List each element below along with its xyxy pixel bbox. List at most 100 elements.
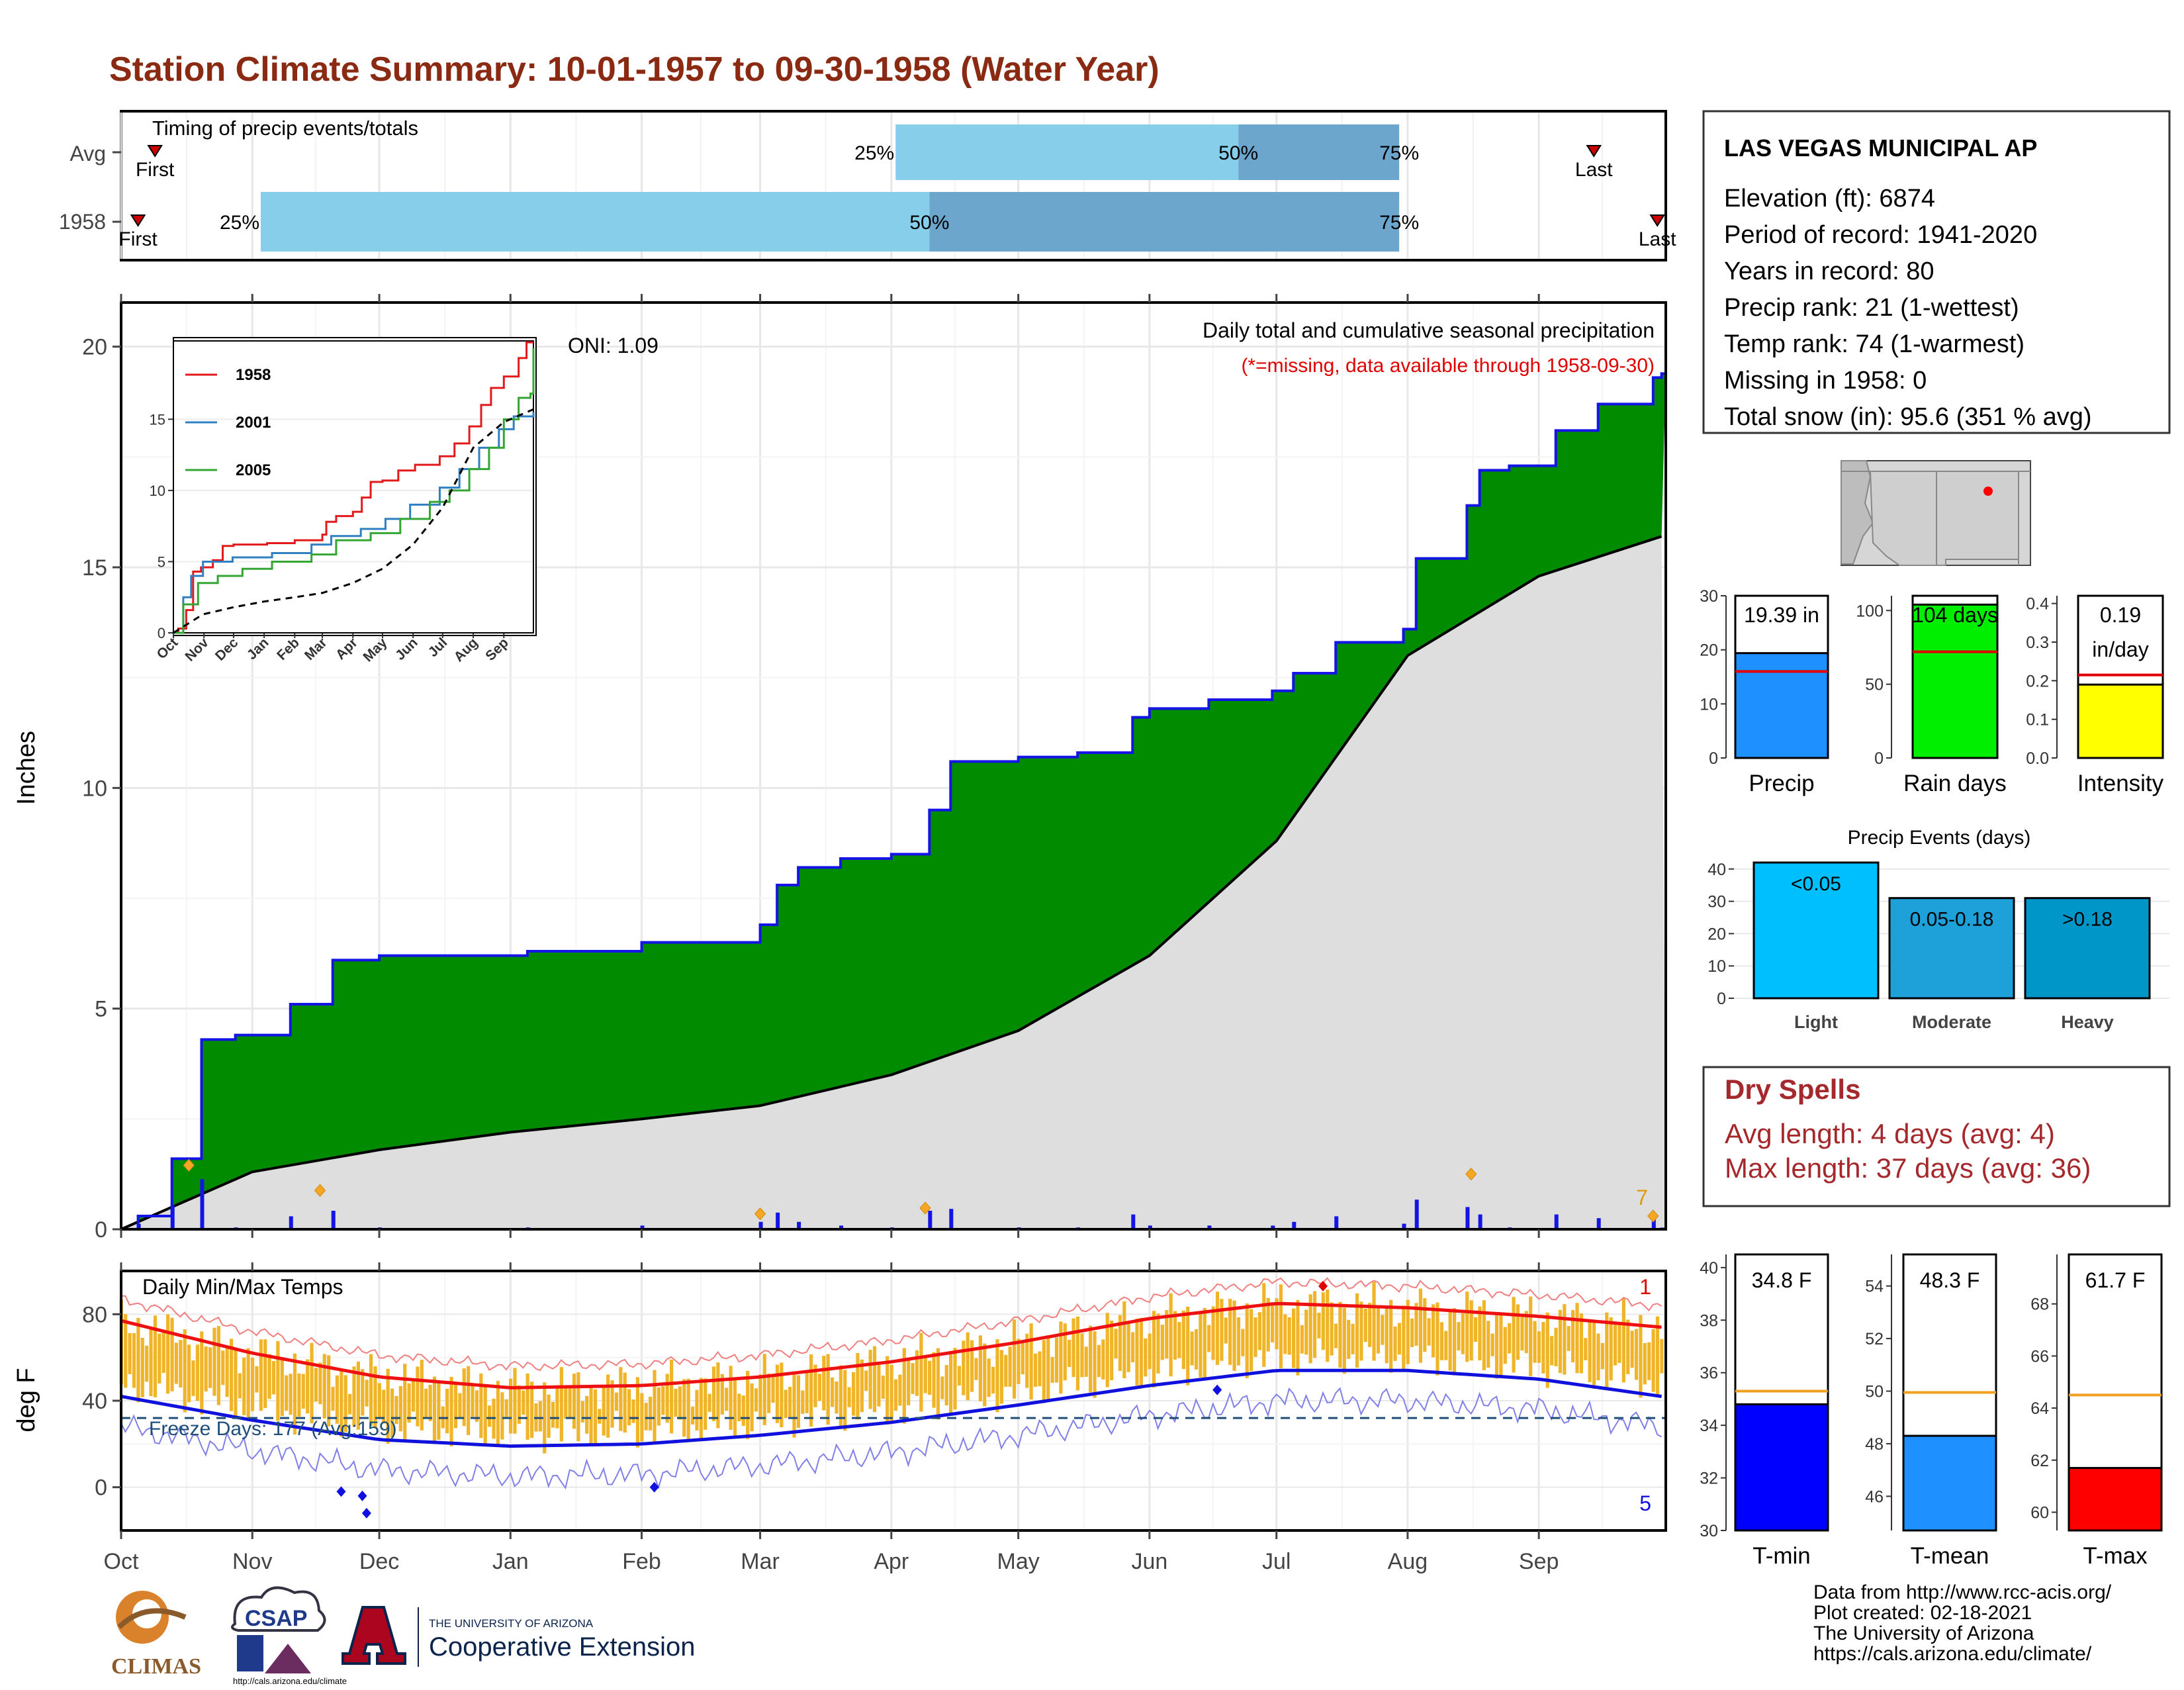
- temp-daily-range-bar: [259, 1339, 263, 1411]
- mini-chart-precip: 0 10 20 30 19.39 in Precip: [1700, 587, 1829, 796]
- temp-daily-range-bar: [1575, 1303, 1579, 1374]
- inset-legend: 1958 2001 2005: [185, 366, 271, 479]
- temp-daily-range-bar: [614, 1392, 619, 1411]
- timing-q50-label: 50%: [1218, 142, 1258, 164]
- temp-daily-range-bar: [872, 1346, 877, 1413]
- mini-y-tick-label: 48: [1865, 1435, 1884, 1454]
- temp-daily-range-bar: [631, 1399, 635, 1423]
- temp-daily-range-bar: [331, 1387, 335, 1411]
- mini-y-tick-label: 0.0: [2026, 749, 2049, 768]
- month-label: Jul: [1262, 1549, 1291, 1574]
- temp-daily-range-bar: [1545, 1312, 1549, 1388]
- temp-daily-range-bar: [386, 1368, 390, 1444]
- location-map: [1841, 460, 2031, 566]
- temp-daily-range-bar: [1639, 1315, 1643, 1398]
- temp-daily-range-bar: [322, 1354, 326, 1419]
- temp-daily-range-bar: [665, 1374, 669, 1423]
- temp-daily-range-bar: [805, 1371, 809, 1413]
- temp-daily-range-bar: [809, 1354, 813, 1427]
- temp-daily-range-bar: [1271, 1304, 1275, 1342]
- temp-daily-range-bar: [1308, 1294, 1312, 1364]
- temp-daily-range-bar: [1181, 1310, 1185, 1370]
- station-temp-rank: Temp rank: 74 (1-warmest): [1724, 330, 2025, 358]
- temp-daily-range-bar: [970, 1340, 974, 1392]
- temp-daily-range-bar: [1326, 1290, 1330, 1362]
- timing-q75-label: 75%: [1379, 212, 1419, 234]
- month-label: Nov: [232, 1549, 272, 1574]
- temp-daily-range-bar: [1567, 1326, 1570, 1351]
- temp-daily-range-bar: [543, 1382, 547, 1454]
- temp-daily-range-bar: [678, 1386, 682, 1420]
- dry-spells-box: Dry Spells Avg length: 4 days (avg: 4) M…: [1702, 1066, 2171, 1207]
- temp-daily-range-bar: [999, 1350, 1003, 1404]
- precip-y-tick-label: 5: [95, 997, 107, 1022]
- events-bar-light: [1752, 861, 1880, 1000]
- mini-y-tick-label: 30: [1700, 1522, 1718, 1540]
- temp-daily-range-bar: [944, 1365, 948, 1406]
- mini-category-label: Precip: [1749, 771, 1814, 796]
- temp-record-min-marker: [649, 1481, 659, 1493]
- events-y-tick-label: 0: [1717, 990, 1726, 1008]
- temp-daily-range-bar: [352, 1366, 356, 1427]
- mini-chart-intensity: 0.0 0.1 0.2 0.3 0.4 0.19 in/day Intensity: [2026, 594, 2164, 796]
- temp-daily-range-bar: [238, 1373, 242, 1399]
- mini-value-label: 48.3 F: [1920, 1268, 1980, 1292]
- temp-daily-range-bar: [416, 1366, 420, 1427]
- temp-record-min-marker: [361, 1507, 371, 1519]
- temp-daily-range-bar: [1486, 1321, 1490, 1368]
- events-category-label: Heavy: [2061, 1012, 2114, 1032]
- temp-daily-range-bar: [1630, 1331, 1634, 1368]
- timing-first-marker: [147, 145, 163, 158]
- inset-y-tick-label: 0: [158, 625, 165, 641]
- temp-daily-range-bar: [704, 1378, 707, 1430]
- temp-daily-range-bar: [1499, 1313, 1503, 1376]
- temp-daily-range-bar: [657, 1387, 661, 1426]
- temp-daily-range-bar: [1571, 1310, 1575, 1362]
- temp-daily-range-bar: [204, 1346, 208, 1391]
- temp-daily-range-bar: [598, 1409, 602, 1424]
- temp-daily-range-bar: [822, 1356, 826, 1411]
- temp-daily-range-bar: [923, 1358, 927, 1393]
- inset-y-tick-label: 5: [158, 553, 165, 570]
- station-missing: Missing in 1958: 0: [1724, 367, 1927, 395]
- temp-daily-range-bar: [234, 1350, 238, 1417]
- temp-daily-range-bar: [1397, 1323, 1402, 1355]
- temp-max-record-count: 1: [1639, 1275, 1651, 1299]
- temp-daily-range-bar: [843, 1370, 847, 1431]
- mini-y-tick-label: 50: [1865, 1383, 1884, 1401]
- precip-snow-marker: [183, 1158, 195, 1172]
- precip-daily-bar: [1334, 1216, 1339, 1229]
- temp-daily-range-bar: [754, 1388, 758, 1412]
- temp-daily-range-bar: [479, 1373, 483, 1438]
- temp-daily-range-bar: [1393, 1326, 1397, 1361]
- dry-spells-max-length: Max length: 37 days (avg: 36): [1725, 1152, 2091, 1184]
- mini-y-tick-label: 0.3: [2026, 634, 2049, 652]
- temp-daily-range-bar: [365, 1380, 369, 1407]
- temp-daily-range-bar: [1008, 1346, 1012, 1387]
- temp-daily-range-bar: [310, 1342, 314, 1424]
- precip-daily-bar: [797, 1221, 801, 1229]
- timing-last-label: Last: [1639, 228, 1676, 250]
- temp-daily-range-bar: [153, 1315, 158, 1397]
- mini-value-bar: [2077, 683, 2164, 759]
- temp-daily-range-bar: [1363, 1308, 1367, 1342]
- precip-corner-count: 7: [1636, 1186, 1648, 1209]
- timing-q50-label: 50%: [909, 212, 949, 234]
- temp-daily-range-bar: [522, 1390, 525, 1415]
- temp-daily-range-bar: [585, 1395, 589, 1434]
- ua-small-text: THE UNIVERSITY OF ARIZONA: [429, 1617, 594, 1630]
- temp-daily-range-bar: [1342, 1307, 1346, 1374]
- temp-daily-range-bar: [1283, 1314, 1287, 1354]
- temp-record-max-line: [120, 1277, 1662, 1372]
- timing-row-label-1958: 1958: [59, 210, 106, 234]
- temp-daily-range-bar: [606, 1374, 610, 1438]
- timing-first-marker: [130, 214, 146, 227]
- temp-daily-range-bar: [1148, 1333, 1152, 1370]
- temp-daily-range-bar: [1613, 1325, 1617, 1366]
- mini-value-label: 0.19: [2100, 603, 2141, 627]
- csap-cloud-icon: [231, 1586, 326, 1632]
- temp-daily-range-bar: [902, 1348, 906, 1424]
- timing-last-label: Last: [1575, 159, 1613, 181]
- mini-category-label: Rain days: [1903, 771, 2007, 796]
- temp-daily-range-bar: [200, 1331, 204, 1415]
